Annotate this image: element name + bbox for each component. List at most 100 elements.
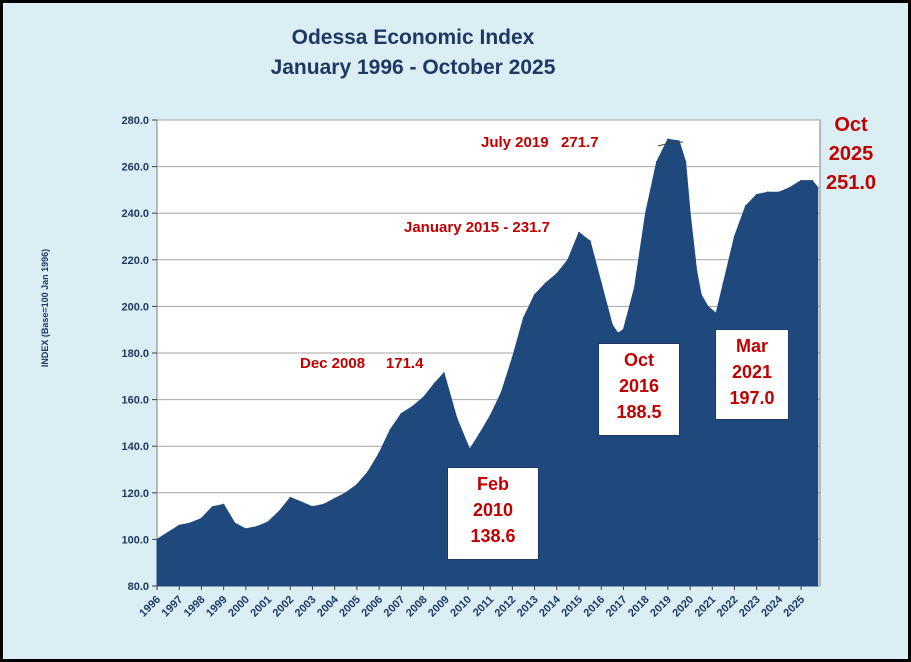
x-tick-label-15: 2011: [471, 594, 496, 619]
y-tick-label-10: 280.0: [121, 115, 149, 127]
data-point-43: [622, 328, 625, 331]
y-tick-label-5: 180.0: [121, 348, 149, 360]
x-tick-label-24: 2020: [670, 594, 696, 620]
data-point-16: [333, 497, 336, 500]
x-tick-label-26: 2022: [715, 594, 741, 620]
annotation-oct2016-line-1: Oct: [623, 350, 654, 370]
data-point-7: [233, 522, 236, 524]
x-tick-label-12: 2008: [404, 594, 430, 620]
data-point-13: [300, 501, 303, 503]
annotation-feb2010-line-1: Feb: [476, 474, 509, 494]
y-tick-label-4: 160.0: [121, 395, 149, 407]
data-point-46: [655, 161, 658, 163]
data-point-40: [600, 282, 602, 284]
annotation-jul2019: July 2019 271.7: [481, 134, 599, 151]
data-point-39: [589, 240, 591, 242]
x-tick-label-27: 2023: [737, 594, 763, 620]
x-tick-label-5: 2001: [248, 594, 274, 620]
data-point-63: [811, 179, 813, 182]
annotation-leader-line: [657, 141, 684, 147]
annotation-mar2021: Mar 2021 197.0: [715, 329, 789, 420]
annotation-jan2015: January 2015 - 231.7: [404, 219, 550, 236]
data-point-45: [644, 212, 647, 214]
annotation-oct2025-line-1: Oct: [834, 114, 868, 136]
y-tick-label-2: 120.0: [121, 488, 149, 500]
data-point-29: [478, 433, 480, 436]
data-point-18: [356, 483, 358, 486]
data-point-28: [468, 448, 471, 451]
data-point-1: [167, 531, 169, 534]
data-point-24: [422, 396, 425, 399]
data-point-62: [800, 179, 802, 182]
x-tick-label-4: 2000: [226, 594, 252, 620]
data-point-38: [578, 231, 580, 234]
data-point-33: [522, 317, 525, 319]
y-tick-label-3: 140.0: [121, 441, 149, 453]
annotation-oct2025-line-3: 251.0: [825, 172, 877, 194]
data-point-47: [667, 138, 669, 141]
y-tick-label-7: 220.0: [121, 255, 149, 267]
data-point-17: [345, 492, 347, 494]
data-point-8: [245, 528, 247, 530]
annotation-feb2010: Feb 2010 138.6: [447, 467, 539, 560]
annotation-oct2016-line-2: 2016: [618, 376, 660, 396]
x-tick-label-0: 1996: [137, 594, 163, 620]
data-point-22: [400, 412, 403, 415]
annotation-mar2021-line-2: 2021: [731, 362, 773, 382]
data-point-60: [778, 191, 780, 193]
data-point-20: [378, 452, 380, 455]
x-tick-label-11: 2007: [382, 594, 408, 620]
x-tick-label-25: 2021: [693, 594, 719, 620]
data-point-21: [389, 429, 392, 431]
x-tick-label-22: 2018: [626, 594, 652, 620]
y-tick-label-8: 240.0: [121, 208, 149, 220]
data-point-2: [178, 524, 180, 527]
x-tick-label-29: 2025: [781, 594, 807, 620]
data-point-49: [684, 161, 687, 163]
data-point-50: [689, 212, 691, 214]
chart-title-line-1: Odessa Economic Index: [291, 26, 535, 49]
annotation-oct2025: Oct 2025 251.0: [811, 111, 891, 198]
data-point-35: [544, 282, 547, 284]
annotation-oct2025-line-2: 2025: [828, 143, 874, 165]
x-tick-label-21: 2017: [604, 594, 630, 620]
data-point-58: [755, 193, 758, 196]
data-point-54: [715, 312, 717, 315]
x-tick-label-16: 2012: [493, 594, 519, 620]
data-point-26: [443, 372, 445, 374]
x-tick-label-20: 2016: [582, 594, 608, 620]
data-point-6: [222, 503, 225, 506]
data-point-5: [211, 506, 214, 508]
data-point-64: [817, 186, 819, 189]
x-tick-label-1: 1997: [160, 594, 186, 620]
data-point-52: [700, 294, 702, 296]
x-tick-label-3: 1999: [204, 594, 230, 620]
data-point-51: [695, 270, 698, 273]
data-point-42: [617, 332, 619, 335]
data-point-10: [267, 521, 269, 523]
data-point-31: [500, 391, 503, 394]
x-tick-label-10: 2006: [359, 594, 385, 620]
x-tick-label-17: 2013: [515, 594, 541, 620]
data-point-32: [511, 356, 514, 359]
annotation-oct2016: Oct 2016 188.5: [598, 343, 680, 436]
data-point-53: [707, 305, 709, 308]
data-point-3: [189, 522, 192, 524]
annotation-feb2010-line-2: 2010: [472, 500, 514, 520]
data-point-34: [533, 294, 536, 296]
x-tick-label-19: 2015: [559, 594, 585, 620]
x-tick-label-7: 2003: [293, 594, 319, 620]
x-tick-label-8: 2004: [315, 593, 341, 619]
y-tick-label-6: 200.0: [121, 301, 149, 313]
data-point-0: [156, 538, 158, 541]
data-point-12: [289, 496, 292, 499]
data-point-57: [744, 205, 747, 207]
data-point-44: [633, 287, 636, 289]
series-area: [156, 138, 819, 587]
x-tick-label-9: 2005: [337, 594, 363, 620]
data-point-4: [200, 517, 203, 520]
data-point-61: [789, 186, 791, 189]
data-point-27: [456, 417, 458, 420]
data-point-30: [489, 415, 492, 417]
